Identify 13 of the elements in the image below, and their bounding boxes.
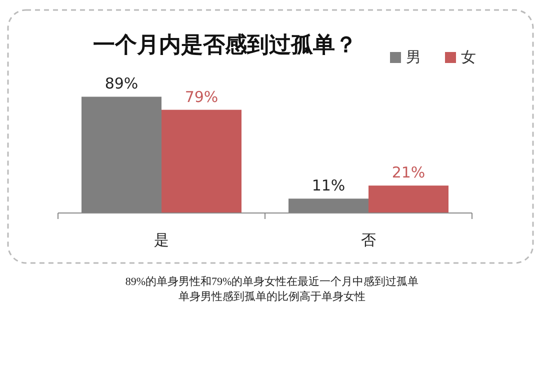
bar [162,110,242,213]
data-label: 11% [312,176,346,195]
data-label: 89% [104,74,138,93]
legend-label: 男 [406,48,421,66]
chart-title: 一个月内是否感到过孤单？ [93,33,357,58]
text: 单身男性感到孤单的比例高于单身女性 [178,290,366,303]
legend-label: 女 [461,48,476,66]
bar [368,186,448,213]
data-label: 21% [392,164,426,182]
text: 89%的单身男性和79%的单身女性在最近一个月中感到过孤单 [125,275,419,288]
data-label: 79% [184,88,218,106]
x-tick-label: 是 [154,231,169,249]
x-tick-label: 否 [361,231,376,249]
